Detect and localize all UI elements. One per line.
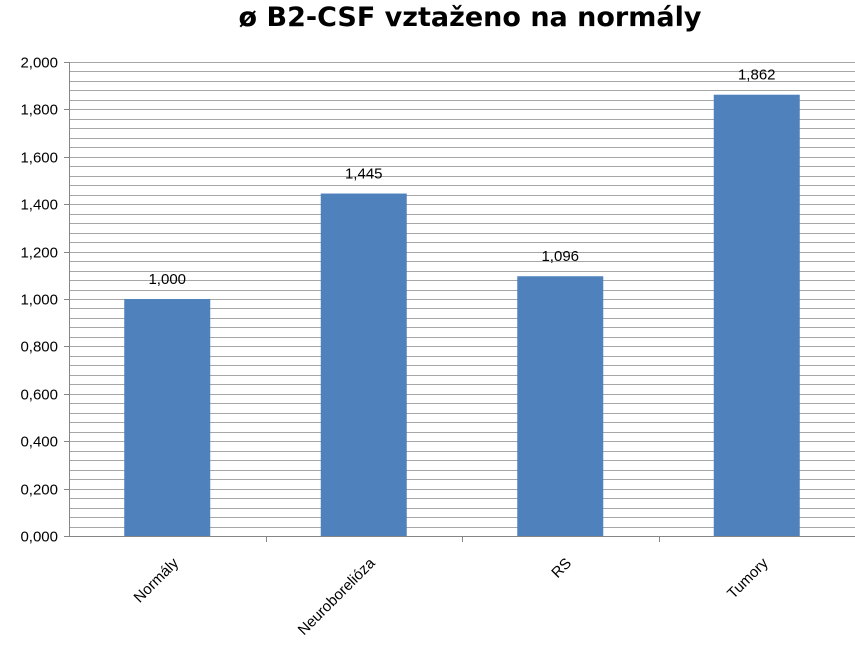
y-tick-label: 1,200	[20, 245, 58, 262]
y-tick-label: 1,000	[20, 292, 58, 309]
y-tick-label: 0,000	[20, 529, 58, 546]
y-tick-label: 0,200	[20, 482, 58, 499]
y-tick-label: 0,800	[20, 339, 58, 356]
chart-title: ø B2-CSF vztaženo na normály	[238, 2, 702, 33]
y-tick-label: 1,800	[20, 102, 58, 119]
data-label: 1,862	[738, 67, 776, 84]
data-label: 1,000	[148, 271, 186, 288]
data-label: 1,445	[345, 166, 383, 183]
x-category-label: Normály	[131, 554, 183, 606]
x-category-label: RS	[548, 555, 575, 582]
y-tick-label: 0,600	[20, 387, 58, 404]
x-category-label: Neuroborelióza	[295, 554, 379, 638]
data-label: 1,096	[541, 248, 579, 265]
y-tick-label: 0,400	[20, 434, 58, 451]
bar	[320, 193, 407, 536]
y-tick-label: 1,400	[20, 197, 58, 214]
bar	[124, 299, 211, 536]
bars	[124, 94, 800, 537]
x-category-label: Tumory	[724, 554, 772, 602]
axes	[64, 62, 855, 542]
y-tick-label: 2,000	[20, 55, 58, 72]
bar	[517, 276, 604, 536]
y-tick-label: 1,600	[20, 150, 58, 167]
bar	[713, 94, 800, 537]
